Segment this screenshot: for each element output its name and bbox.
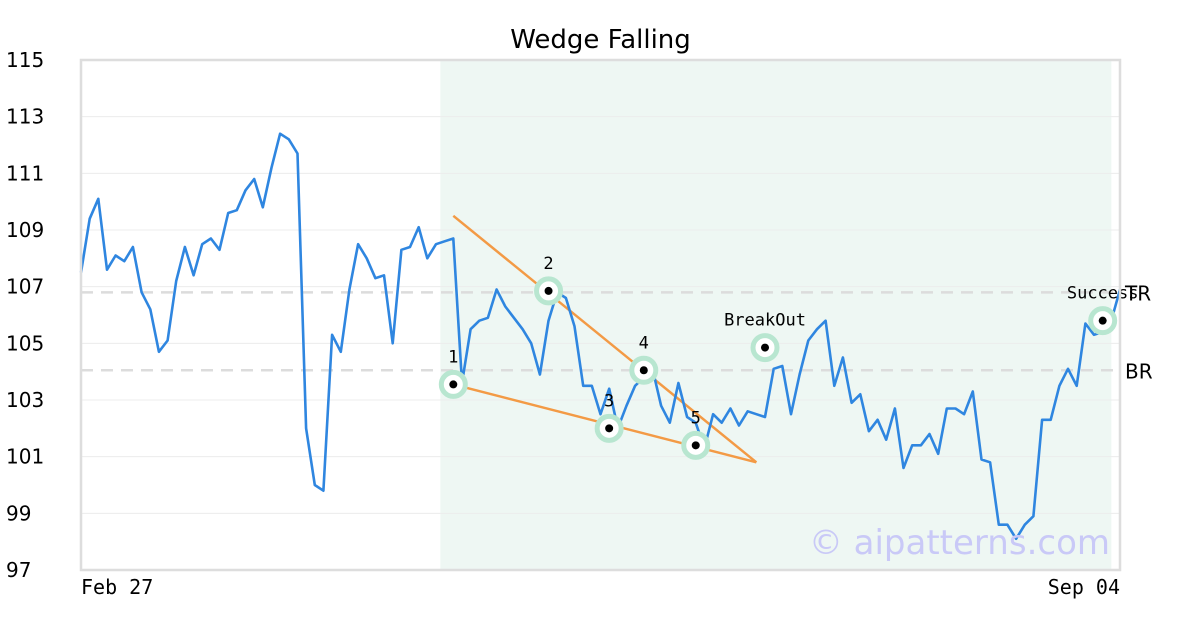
point-label: 3 — [604, 391, 614, 411]
pattern-point-2: 2 — [534, 254, 564, 306]
point-label: 1 — [448, 347, 458, 367]
y-tick-label: 109 — [6, 218, 44, 242]
y-tick-label: 111 — [6, 161, 44, 185]
y-tick-label: 107 — [6, 275, 44, 299]
pattern-point-4: 4 — [629, 333, 659, 385]
point-label: 5 — [691, 408, 701, 428]
wedge-line — [452, 214, 758, 464]
y-tick-label: 101 — [6, 445, 44, 469]
point-label: 2 — [543, 254, 553, 274]
point-dot — [544, 286, 553, 295]
point-dot — [639, 366, 648, 375]
pattern-point-3: 3 — [594, 391, 624, 443]
point-label: Success — [1067, 284, 1139, 304]
level-label-br: BR — [1125, 359, 1153, 383]
y-tick-label: 105 — [6, 331, 44, 355]
chart-title: Wedge Falling — [510, 25, 691, 55]
pattern-region — [440, 60, 1112, 570]
pattern-point-breakout: BreakOut — [724, 311, 806, 363]
y-tick-label: 115 — [6, 48, 44, 72]
watermark: © aipatterns.com — [809, 523, 1110, 563]
level-lines: TR BR — [81, 281, 1153, 383]
pattern-point-1: 1 — [438, 347, 468, 399]
point-label: BreakOut — [724, 311, 806, 331]
point-dot — [449, 380, 458, 389]
pattern-point-5: 5 — [681, 408, 711, 460]
point-dot — [761, 343, 770, 352]
y-tick-label: 113 — [6, 105, 44, 129]
level-label-tr: TR — [1124, 281, 1151, 305]
point-label: 4 — [639, 333, 649, 353]
point-dot — [1098, 316, 1107, 325]
x-tick-label-start: Feb 27 — [81, 575, 153, 599]
price-series-line — [79, 132, 1122, 541]
y-tick-label: 99 — [6, 501, 31, 525]
y-axis-ticks: 115 113 111 109 107 105 103 101 99 97 — [6, 48, 44, 582]
plot-frame — [79, 58, 1122, 572]
y-tick-label: 97 — [6, 558, 31, 582]
point-dot — [605, 424, 614, 433]
y-tick-label: 103 — [6, 388, 44, 412]
point-dot — [691, 441, 700, 450]
x-tick-label-end: Sep 04 — [1048, 575, 1120, 599]
